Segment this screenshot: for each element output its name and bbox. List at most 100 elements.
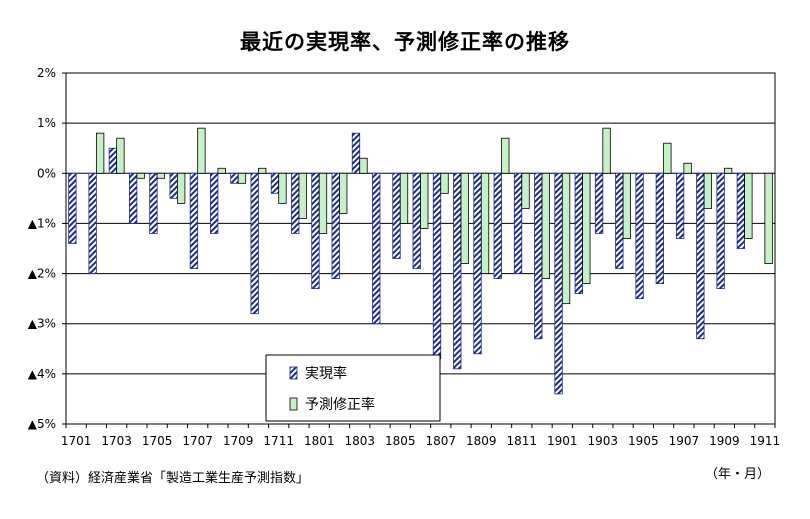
bar-actual-1907	[675, 172, 685, 239]
chart-title: 最近の実現率、予測修正率の推移	[240, 30, 570, 54]
bar-revision-1703	[116, 137, 125, 174]
bar-actual-1704	[128, 172, 138, 224]
x-tick-label: 1809	[466, 434, 497, 448]
bar-revision-1903	[602, 127, 611, 174]
bar-actual-1909	[716, 172, 725, 290]
x-tick-label: 1811	[507, 434, 538, 448]
legend-swatch-revision	[289, 397, 298, 411]
bar-revision-1711	[278, 172, 287, 204]
x-tick-label: 1707	[182, 434, 213, 448]
bar-actual-1808	[453, 172, 462, 370]
legend-label-actual: 実現率	[305, 365, 347, 382]
x-tick-label: 1905	[628, 434, 659, 448]
bar-actual-1703	[108, 147, 118, 174]
bar-revision-1709	[237, 172, 247, 184]
x-tick-label: 1911	[750, 434, 781, 448]
x-tick-label: 1709	[223, 434, 254, 448]
bar-revision-1909	[723, 167, 733, 174]
bar-revision-1908	[703, 172, 712, 209]
y-tick-label: ▲2%	[28, 267, 56, 281]
source-note: （資料）経済産業省「製造工業生産予測指数」	[36, 471, 310, 486]
bar-revision-1704	[136, 172, 145, 179]
bar-revision-1811	[521, 172, 530, 209]
bar-revision-1708	[217, 167, 226, 174]
bar-actual-1708	[210, 172, 219, 234]
bar-revision-1911	[764, 172, 773, 264]
bar-actual-1910	[736, 172, 746, 249]
y-tick-label: 2%	[37, 66, 56, 80]
bar-actual-1803	[351, 132, 361, 174]
axis-layer: 2% 1% 0% ▲1% ▲2% ▲3% ▲4% ▲5% 1701 1703 1705 1707 170…	[28, 66, 780, 448]
x-tick-label: 1701	[61, 434, 92, 448]
bar-actual-1901	[554, 172, 563, 395]
bar-revision-1707	[197, 127, 206, 174]
bar-actual-1908	[696, 172, 705, 340]
x-tick-label: 1909	[709, 434, 740, 448]
bar-actual-1702	[88, 172, 97, 274]
bar-revision-1712	[298, 172, 307, 219]
bar-revision-1904	[622, 172, 631, 239]
bar-actual-1706	[169, 172, 178, 199]
x-tick-label: 1801	[304, 434, 335, 448]
bar-revision-1809	[480, 172, 490, 274]
bar-actual-1705	[149, 172, 158, 234]
y-tick-label: ▲4%	[28, 367, 56, 381]
bar-actual-1712	[291, 172, 300, 234]
bar-revision-1802	[339, 172, 348, 214]
unit-note: （年・月）	[704, 467, 770, 482]
bar-revision-1907	[683, 162, 692, 174]
legend-swatch-actual	[289, 366, 298, 380]
bar-actual-1805	[392, 172, 401, 259]
bar-revision-1702	[95, 132, 105, 174]
bar-revision-1808	[460, 172, 469, 264]
y-tick-label: ▲1%	[28, 216, 56, 230]
grid-layer	[65, 72, 776, 425]
bar-revision-1902	[582, 172, 591, 285]
bar-actual-1709	[230, 172, 239, 184]
x-tick-label: 1805	[385, 434, 416, 448]
bar-actual-1711	[270, 172, 280, 194]
bar-actual-1810	[493, 172, 502, 279]
y-tick-label: ▲3%	[28, 317, 56, 331]
bar-revision-1906	[663, 142, 672, 174]
bar-actual-1806	[412, 172, 421, 269]
bar-actual-1807	[432, 172, 442, 360]
bar-actual-1903	[594, 172, 604, 234]
y-tick-label: 1%	[37, 116, 56, 130]
bar-actual-1809	[473, 172, 482, 355]
y-tick-label: 0%	[37, 166, 56, 180]
bar-actual-1802	[331, 172, 340, 279]
legend-label-revision: 予測修正率	[305, 396, 375, 413]
x-tick-label: 1703	[101, 434, 132, 448]
bar-revision-1805	[399, 172, 409, 224]
bar-revision-1801	[318, 172, 328, 234]
bar-actual-1701	[68, 172, 77, 244]
bar-actual-1906	[655, 172, 664, 285]
x-tick-label: 1901	[547, 434, 578, 448]
bar-actual-1812	[534, 172, 543, 340]
bar-actual-1804	[372, 172, 381, 325]
x-tick-label: 1907	[669, 434, 700, 448]
legend: 実現率 予測修正率	[265, 354, 441, 422]
bar-actual-1811	[513, 172, 523, 274]
x-tick-label: 1807	[425, 434, 456, 448]
bar-revision-1812	[541, 172, 550, 279]
bar-actual-1710	[250, 172, 259, 315]
bar-revision-1901	[561, 172, 571, 305]
bar-actual-1902	[574, 172, 583, 295]
bar-actual-1905	[635, 172, 644, 300]
bars-layer	[68, 127, 773, 395]
x-tick-label: 1803	[344, 434, 375, 448]
bar-revision-1807	[440, 172, 449, 194]
x-tick-label: 1711	[263, 434, 294, 448]
bar-revision-1705	[156, 172, 166, 179]
x-tick-label: 1903	[588, 434, 619, 448]
bar-actual-1801	[311, 172, 320, 290]
y-tick-label: ▲5%	[28, 417, 56, 431]
bar-revision-1803	[359, 157, 368, 174]
bar-revision-1706	[177, 172, 186, 204]
bar-actual-1904	[615, 172, 624, 269]
bar-revision-1810	[501, 137, 510, 174]
bar-revision-1910	[744, 172, 753, 239]
